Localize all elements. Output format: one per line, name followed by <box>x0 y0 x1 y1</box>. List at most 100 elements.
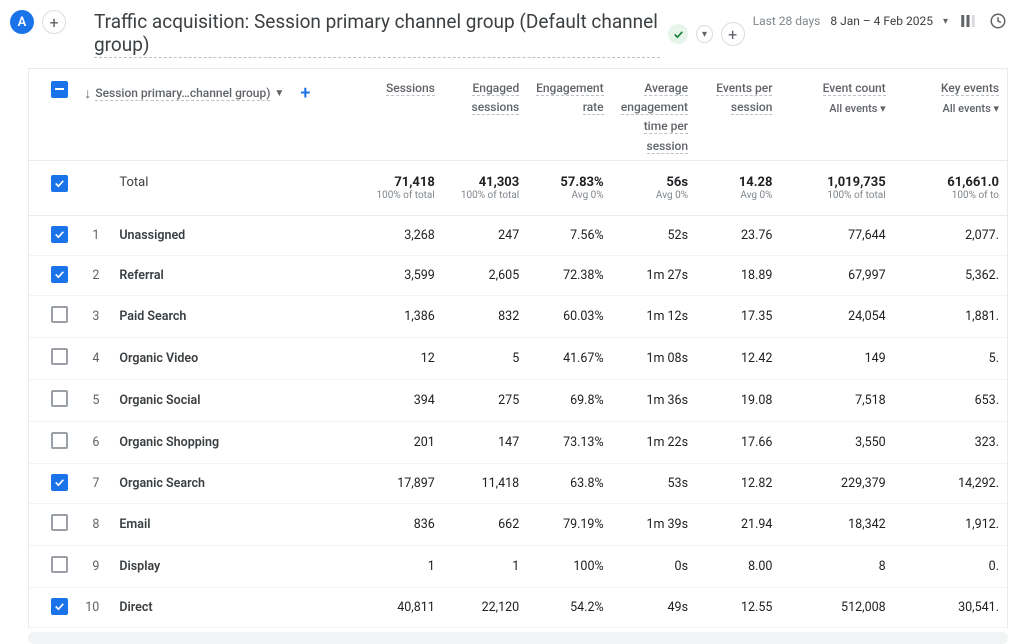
row-dimension[interactable]: Organic Social <box>111 379 358 421</box>
row-checkbox[interactable] <box>51 266 68 283</box>
totals-checkbox[interactable] <box>51 175 68 192</box>
col-events-per-session[interactable]: Events per session <box>696 69 780 160</box>
table-row[interactable]: 4Organic Video12541.67%1m 08s12.421495. <box>29 337 1007 379</box>
metric-cell: 1m 08s <box>612 337 696 379</box>
col-event-count[interactable]: Event countAll events ▾ <box>780 69 893 160</box>
date-range[interactable]: 8 Jan – 4 Feb 2025 <box>830 14 933 28</box>
table-row[interactable]: 3Paid Search1,38683260.03%1m 12s17.3524,… <box>29 295 1007 337</box>
row-dimension[interactable]: Unassigned <box>111 215 358 255</box>
metric-cell: 100% <box>527 545 611 587</box>
totals-label: Total <box>111 160 358 215</box>
table-row[interactable]: 10Direct40,81122,12054.2%49s12.55512,008… <box>29 587 1007 627</box>
row-index: 10 <box>76 587 111 627</box>
metric-cell: 1 <box>443 545 527 587</box>
report-title[interactable]: Traffic acquisition: Session primary cha… <box>94 10 660 58</box>
row-dimension[interactable]: Paid Search <box>111 295 358 337</box>
metric-cell: 23.76 <box>696 215 780 255</box>
table-row[interactable]: 7Organic Search17,89711,41863.8%53s12.82… <box>29 463 1007 503</box>
metric-cell: 662 <box>443 503 527 545</box>
totals-row: Total 71,418100% of total 41,303100% of … <box>29 160 1007 215</box>
table-row[interactable]: 5Organic Social39427569.8%1m 36s19.087,5… <box>29 379 1007 421</box>
dimension-picker[interactable]: Session primary…channel group) <box>95 86 270 101</box>
metric-cell: 67,997 <box>780 255 893 295</box>
row-index: 7 <box>76 463 111 503</box>
insights-icon[interactable] <box>988 12 1008 30</box>
metric-cell: 17.35 <box>696 295 780 337</box>
metric-cell: 323. <box>894 421 1007 463</box>
metric-cell: 5 <box>443 337 527 379</box>
metric-cell: 7,518 <box>780 379 893 421</box>
row-dimension[interactable]: Email <box>111 503 358 545</box>
row-checkbox[interactable] <box>51 556 68 573</box>
metric-cell: 12.55 <box>696 587 780 627</box>
row-checkbox[interactable] <box>51 348 68 365</box>
metric-cell: 1 <box>358 545 442 587</box>
table-row[interactable]: 8Email83666279.19%1m 39s21.9418,3421,912… <box>29 503 1007 545</box>
date-dropdown-icon[interactable]: ▾ <box>943 16 948 27</box>
add-comparison-button[interactable]: + <box>42 10 66 34</box>
metric-cell: 11,418 <box>443 463 527 503</box>
row-dimension[interactable]: Display <box>111 545 358 587</box>
metric-cell: 14,292. <box>894 463 1007 503</box>
dimension-dropdown-icon[interactable]: ▼ <box>274 88 284 99</box>
col-sessions[interactable]: Sessions <box>358 69 442 160</box>
row-checkbox[interactable] <box>51 598 68 615</box>
metric-cell: 836 <box>358 503 442 545</box>
metric-cell: 41.67% <box>527 337 611 379</box>
row-checkbox[interactable] <box>51 514 68 531</box>
compare-icon[interactable] <box>958 12 978 30</box>
col-engagement-rate[interactable]: Engagement rate <box>527 69 611 160</box>
row-checkbox[interactable] <box>51 432 68 449</box>
metric-cell: 77,644 <box>780 215 893 255</box>
sort-arrow-icon[interactable]: ↓ <box>84 85 91 102</box>
row-dimension[interactable]: Organic Video <box>111 337 358 379</box>
row-checkbox[interactable] <box>51 474 68 491</box>
select-all-checkbox[interactable] <box>51 81 68 98</box>
metric-cell: 247 <box>443 215 527 255</box>
table-row[interactable]: 1Unassigned3,2682477.56%52s23.7677,6442,… <box>29 215 1007 255</box>
metric-cell: 54.2% <box>527 587 611 627</box>
metric-cell: 22,120 <box>443 587 527 627</box>
row-checkbox[interactable] <box>51 226 68 243</box>
avatar[interactable]: A <box>10 10 34 34</box>
table-row[interactable]: 6Organic Shopping20114773.13%1m 22s17.66… <box>29 421 1007 463</box>
metric-cell: 17.66 <box>696 421 780 463</box>
metric-cell: 53s <box>612 463 696 503</box>
metric-cell: 12.42 <box>696 337 780 379</box>
table-row[interactable]: 9Display11100%0s8.0080. <box>29 545 1007 587</box>
row-index: 8 <box>76 503 111 545</box>
metric-cell: 512,008 <box>780 587 893 627</box>
row-checkbox[interactable] <box>51 306 68 323</box>
metric-cell: 60.03% <box>527 295 611 337</box>
add-dimension-button[interactable]: + <box>300 83 310 104</box>
metric-cell: 149 <box>780 337 893 379</box>
col-engaged-sessions[interactable]: Engaged sessions <box>443 69 527 160</box>
metric-cell: 12.82 <box>696 463 780 503</box>
metric-cell: 72.38% <box>527 255 611 295</box>
title-dropdown-icon[interactable]: ▾ <box>696 25 713 43</box>
col-key-events[interactable]: Key eventsAll events ▾ <box>894 69 1007 160</box>
row-index: 5 <box>76 379 111 421</box>
metric-cell: 79.19% <box>527 503 611 545</box>
metric-cell: 3,268 <box>358 215 442 255</box>
add-card-button[interactable]: + <box>721 22 745 46</box>
horizontal-scrollbar[interactable] <box>28 632 1008 644</box>
row-index: 4 <box>76 337 111 379</box>
row-dimension[interactable]: Organic Shopping <box>111 421 358 463</box>
col-avg-engagement-time[interactable]: Average engagement time per session <box>612 69 696 160</box>
table-row[interactable]: 2Referral3,5992,60572.38%1m 27s18.8967,9… <box>29 255 1007 295</box>
metric-cell: 0. <box>894 545 1007 587</box>
row-dimension[interactable]: Referral <box>111 255 358 295</box>
metric-cell: 30,541. <box>894 587 1007 627</box>
row-index: 3 <box>76 295 111 337</box>
metric-cell: 12 <box>358 337 442 379</box>
metric-cell: 1,881. <box>894 295 1007 337</box>
row-checkbox[interactable] <box>51 390 68 407</box>
data-table: ↓ Session primary…channel group) ▼ + Ses… <box>29 69 1007 628</box>
row-index: 6 <box>76 421 111 463</box>
row-dimension[interactable]: Direct <box>111 587 358 627</box>
row-dimension[interactable]: Organic Search <box>111 463 358 503</box>
metric-cell: 40,811 <box>358 587 442 627</box>
metric-cell: 229,379 <box>780 463 893 503</box>
metric-cell: 1m 12s <box>612 295 696 337</box>
